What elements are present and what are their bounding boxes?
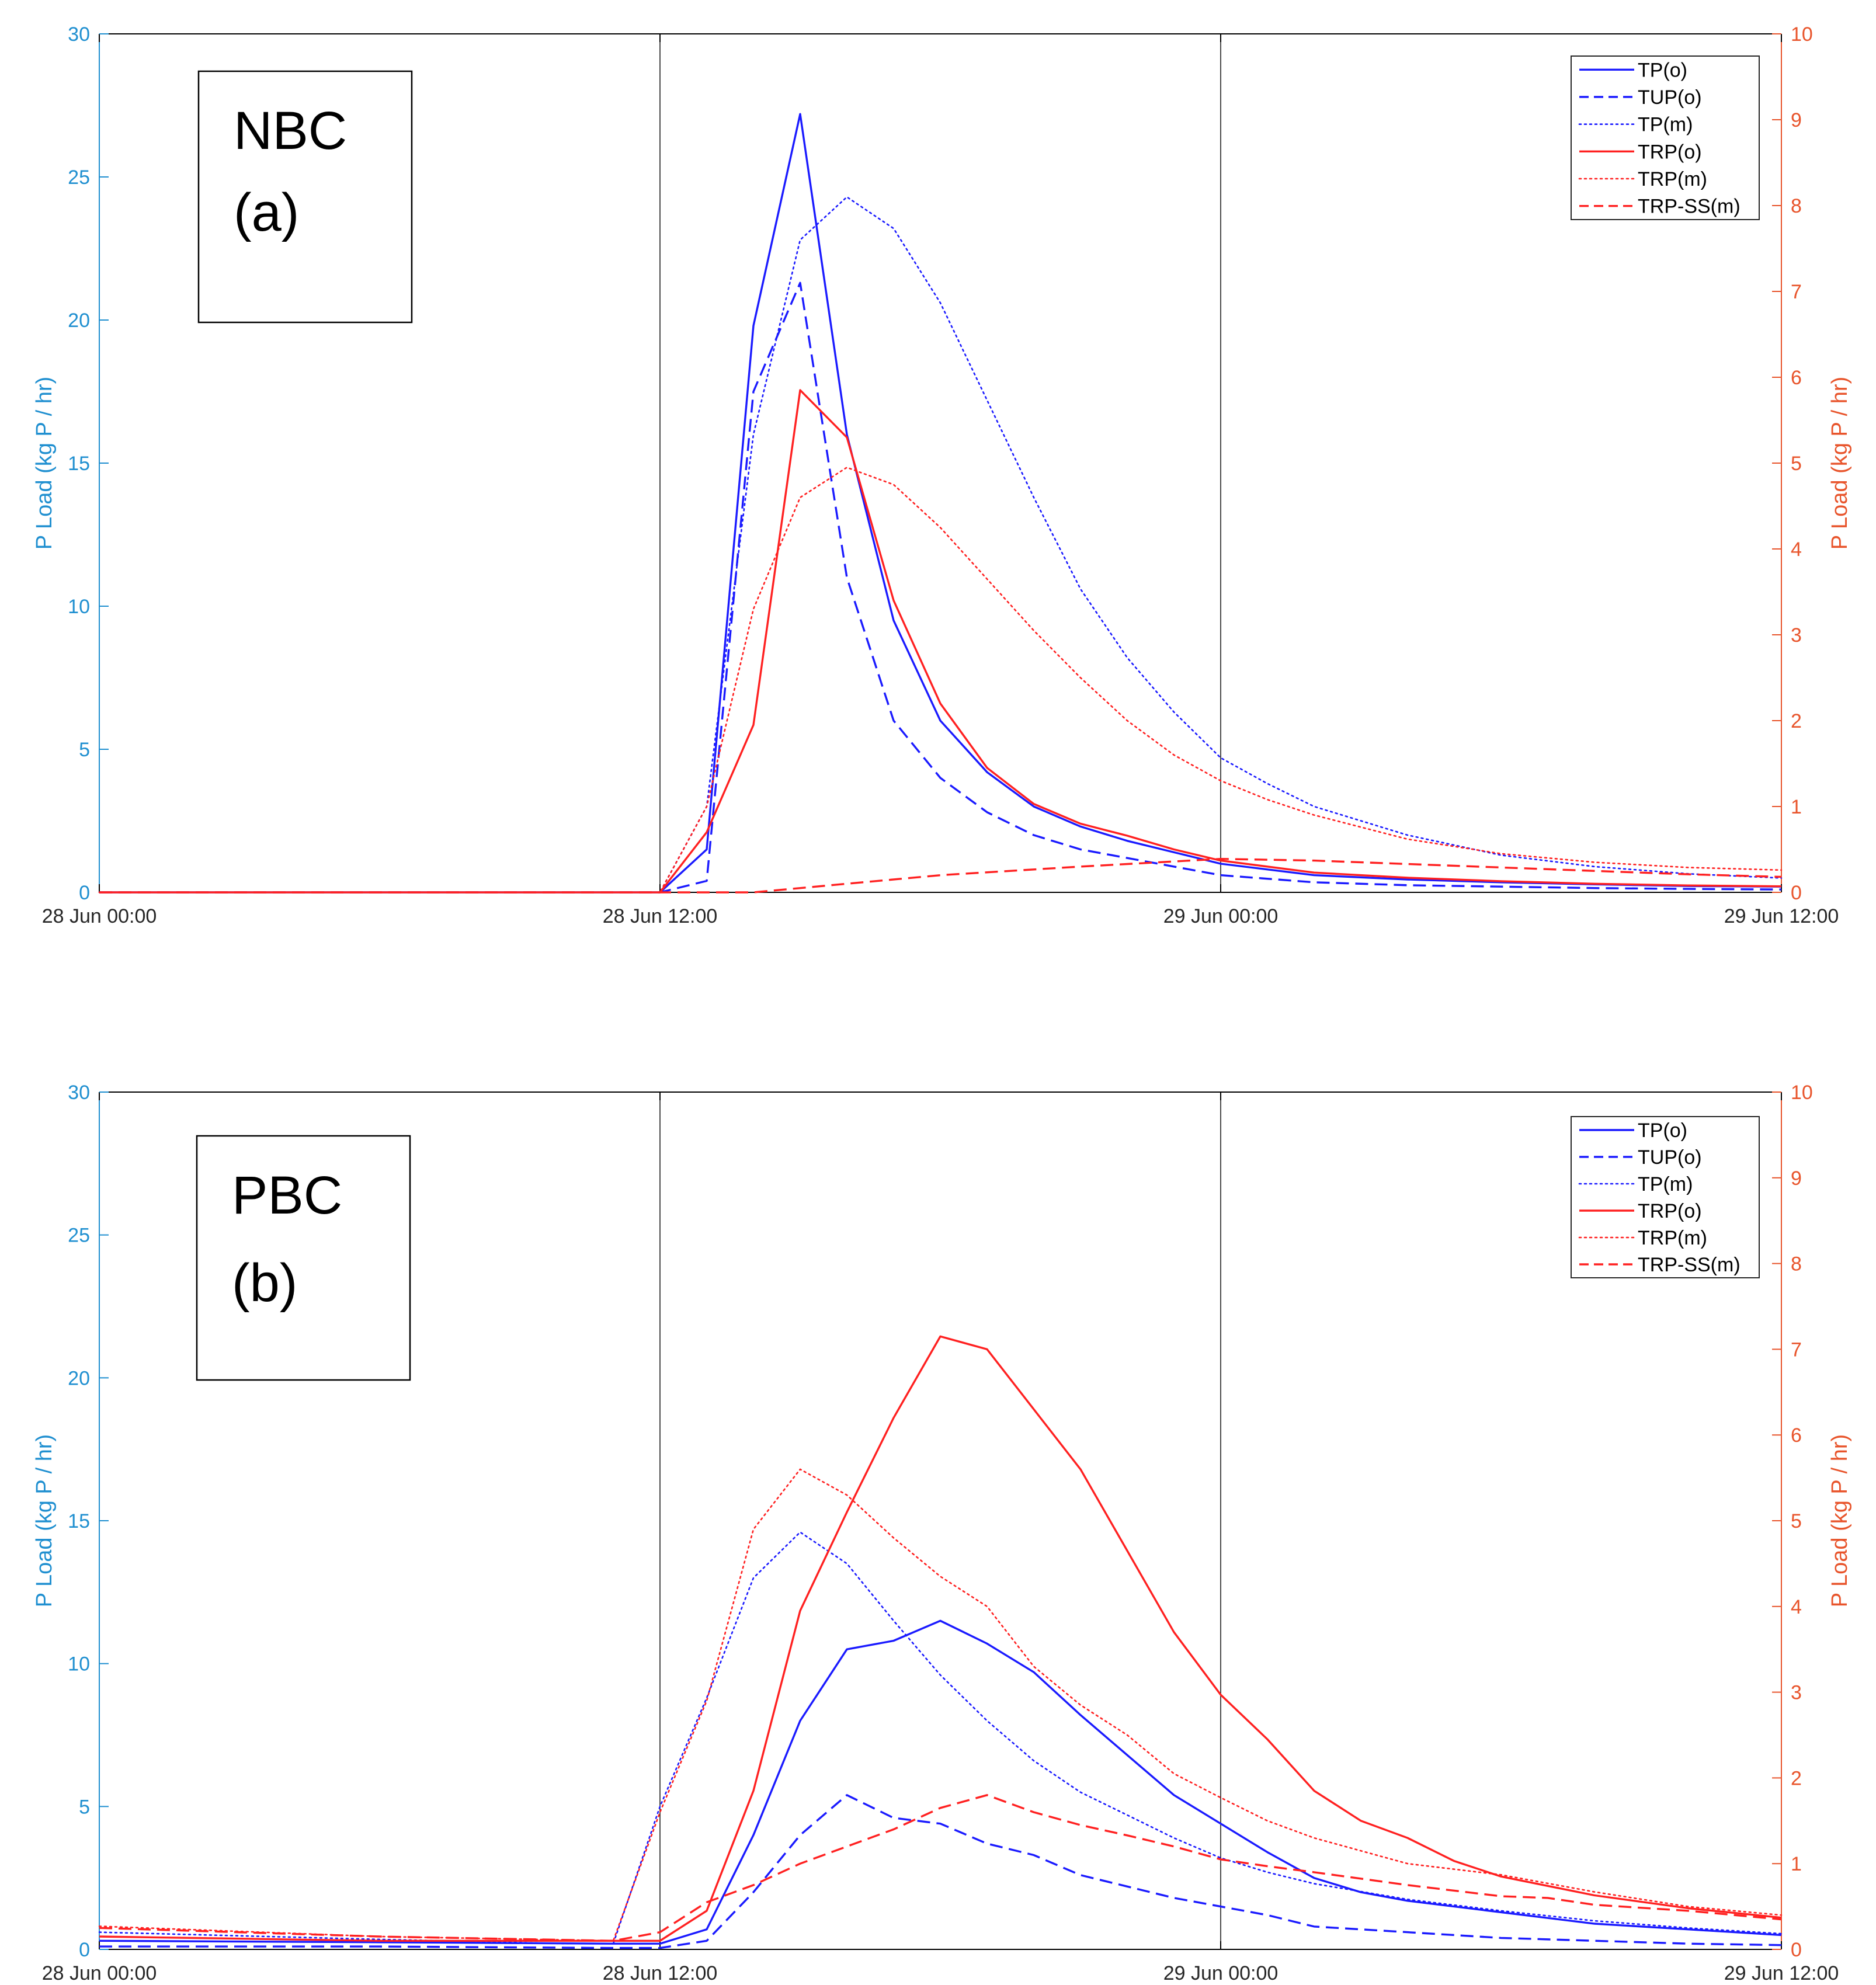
panel-a-left-y-tick-label: 25 bbox=[68, 166, 90, 189]
panel-b-legend: TP(o) TUP(o) TP(m) TRP(o) TRP(m) TRP-SS(m) bbox=[1571, 1116, 1760, 1278]
panel-b-series-trp-o bbox=[99, 1335, 1782, 1942]
panel-b-right-y-tick-label: 2 bbox=[1791, 1767, 1802, 1789]
panel-b-panel-label: (b) bbox=[232, 1253, 297, 1313]
panel-a-legend-label-tp-m: TP(m) bbox=[1638, 114, 1693, 136]
panel-b-series-trp-m bbox=[98, 1468, 1783, 1942]
panel-a-left-y-axis-label: P Load (kg P / hr) bbox=[32, 377, 57, 550]
panel-a-right-y-axis-label: P Load (kg P / hr) bbox=[1828, 377, 1852, 550]
panel-a-left-y-tick-label: 0 bbox=[79, 882, 90, 904]
panel-b-right-y-tick-label: 10 bbox=[1791, 1082, 1813, 1104]
panel-b-series-tp-m bbox=[98, 1531, 1783, 1945]
panel-a-left-y-tick-label: 20 bbox=[68, 310, 90, 332]
panel-b-left-y-tick-label: 15 bbox=[68, 1510, 90, 1532]
panel-b-x-tick-label: 28 Jun 00:00 bbox=[42, 1962, 157, 1984]
panel-b-right-y-tick-label: 8 bbox=[1791, 1253, 1802, 1275]
panel-b-legend-label-tp-o: TP(o) bbox=[1638, 1120, 1687, 1142]
panel-a-right-y-tick-label: 10 bbox=[1791, 23, 1813, 46]
panel-a-left-y-tick-label: 30 bbox=[68, 23, 90, 46]
panel-b-series-tup-o bbox=[99, 1794, 1782, 1949]
panel-a-legend-label-trp-ss-m: TRP-SS(m) bbox=[1638, 196, 1740, 218]
panel-b-left-y-tick-label: 20 bbox=[68, 1367, 90, 1389]
panel-a-right-y-tick-label: 8 bbox=[1791, 195, 1802, 217]
panel-b-series-trp-ss-m bbox=[99, 1794, 1782, 1942]
panel-a-left-y-tick-label: 10 bbox=[68, 596, 90, 618]
panel-a-series-tp-o bbox=[99, 113, 1782, 894]
panel-a-x-tick-label: 28 Jun 00:00 bbox=[42, 905, 157, 927]
panel-b-legend-label-trp-o: TRP(o) bbox=[1638, 1200, 1702, 1222]
panel-a-legend: TP(o) TUP(o) TP(m) TRP(o) TRP(m) TRP-SS(m) bbox=[1571, 55, 1760, 220]
panel-a-series-tup-o bbox=[99, 281, 1782, 894]
panel-a-series-trp-o bbox=[99, 389, 1782, 894]
panel-a-series-group bbox=[98, 113, 1783, 894]
panel-b-right-y-tick-label: 1 bbox=[1791, 1853, 1802, 1875]
panel-b-left-y-tick-label: 5 bbox=[79, 1796, 90, 1818]
panel-a-legend-label-tp-o: TP(o) bbox=[1638, 59, 1687, 81]
panel-a-left-y-tick-label: 5 bbox=[79, 739, 90, 761]
panel-b-right-y-tick-label: 5 bbox=[1791, 1510, 1802, 1532]
panel-b-x-tick-label: 29 Jun 00:00 bbox=[1163, 1962, 1279, 1984]
panel-b-right-y-axis-label: P Load (kg P / hr) bbox=[1828, 1434, 1852, 1607]
panel-a-site-label-box bbox=[197, 70, 413, 324]
chart-panel-a: 28 Jun 00:00 28 Jun 12:00 29 Jun 00:00 29 J… bbox=[32, 23, 1852, 927]
panel-a-x-tick-label: 29 Jun 00:00 bbox=[1163, 905, 1279, 927]
panel-a-series-trp-ss-m bbox=[99, 857, 1782, 894]
panel-b-series-group bbox=[98, 1335, 1783, 1949]
chart-panel-b: 28 Jun 00:00 28 Jun 12:00 29 Jun 00:00 29 J… bbox=[32, 1082, 1852, 1984]
panel-b-left-y-tick-label: 10 bbox=[68, 1653, 90, 1675]
panel-a-x-tick-label: 28 Jun 12:00 bbox=[603, 905, 718, 927]
panel-a-site-label: NBC bbox=[234, 101, 347, 161]
panel-a-legend-label-tup-o: TUP(o) bbox=[1638, 86, 1702, 109]
panel-a-series-tp-m bbox=[98, 196, 1783, 894]
panel-a-legend-label-trp-m: TRP(m) bbox=[1638, 168, 1707, 190]
panel-b-site-label: PBC bbox=[232, 1166, 342, 1225]
panel-b-left-y-tick-label: 0 bbox=[79, 1939, 90, 1961]
panel-b-legend-label-trp-m: TRP(m) bbox=[1638, 1227, 1707, 1249]
panel-b-series-tp-o bbox=[99, 1619, 1782, 1945]
panel-a-right-y-tick-label: 3 bbox=[1791, 624, 1802, 646]
panel-a-right-y-tick-label: 7 bbox=[1791, 281, 1802, 303]
panel-b-site-label-box bbox=[196, 1135, 411, 1381]
panel-a-x-tick-label: 29 Jun 12:00 bbox=[1724, 905, 1839, 927]
panel-b-left-y-axis-label: P Load (kg P / hr) bbox=[32, 1434, 57, 1607]
panel-b-x-tick-label: 28 Jun 12:00 bbox=[603, 1962, 718, 1984]
panel-b-x-tick-label: 29 Jun 12:00 bbox=[1724, 1962, 1839, 1984]
panel-b-legend-label-trp-ss-m: TRP-SS(m) bbox=[1638, 1254, 1740, 1276]
panel-a-right-y-tick-label: 1 bbox=[1791, 796, 1802, 818]
panel-b-left-y-tick-label: 25 bbox=[68, 1225, 90, 1247]
panel-a-series-trp-m bbox=[98, 467, 1783, 894]
panel-b-legend-box bbox=[1571, 1116, 1760, 1278]
panel-a-right-y-tick-label: 9 bbox=[1791, 109, 1802, 131]
panel-b-right-y-tick-label: 0 bbox=[1791, 1939, 1802, 1961]
panel-a-right-y-tick-label: 6 bbox=[1791, 367, 1802, 389]
panel-a-legend-box bbox=[1571, 55, 1760, 220]
panel-b-right-y-tick-label: 7 bbox=[1791, 1339, 1802, 1361]
panel-b-right-y-tick-label: 9 bbox=[1791, 1167, 1802, 1190]
panel-b-right-y-tick-label: 4 bbox=[1791, 1596, 1802, 1618]
panel-b-right-y-tick-label: 3 bbox=[1791, 1682, 1802, 1704]
panel-a-right-y-tick-label: 2 bbox=[1791, 710, 1802, 732]
panel-a-legend-label-trp-o: TRP(o) bbox=[1638, 141, 1702, 163]
panel-a-left-y-tick-label: 15 bbox=[68, 453, 90, 475]
panel-a-right-y-tick-label: 5 bbox=[1791, 453, 1802, 475]
panel-a-right-y-tick-label: 4 bbox=[1791, 538, 1802, 561]
panel-a-panel-label: (a) bbox=[234, 183, 299, 242]
panel-b-legend-label-tup-o: TUP(o) bbox=[1638, 1146, 1702, 1169]
panel-b-left-y-tick-label: 30 bbox=[68, 1082, 90, 1104]
panel-b-legend-label-tp-m: TP(m) bbox=[1638, 1173, 1693, 1195]
panel-b-right-y-tick-label: 6 bbox=[1791, 1424, 1802, 1447]
panel-a-right-y-tick-label: 0 bbox=[1791, 882, 1802, 904]
